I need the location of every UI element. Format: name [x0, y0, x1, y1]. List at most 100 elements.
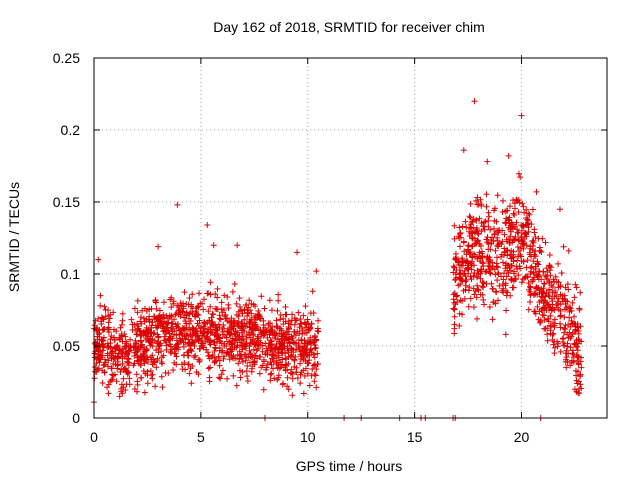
data-point [214, 285, 221, 292]
data-point [180, 325, 187, 332]
data-point [270, 359, 277, 366]
x-tick-label: 15 [407, 429, 423, 445]
data-point [191, 354, 198, 361]
data-point [230, 323, 237, 330]
data-point [219, 367, 226, 374]
data-point [196, 345, 203, 352]
data-point [224, 338, 231, 345]
data-point [301, 372, 308, 379]
data-point [110, 326, 117, 333]
data-point [105, 326, 112, 333]
data-point [215, 321, 222, 328]
data-point [228, 337, 235, 344]
data-point [311, 371, 318, 378]
data-point [239, 333, 246, 340]
data-point [298, 337, 305, 344]
data-point [186, 339, 193, 346]
data-point [274, 376, 281, 383]
data-point [205, 365, 212, 372]
data-point [267, 326, 274, 333]
data-point [311, 361, 318, 368]
data-point [257, 315, 264, 322]
data-point [142, 356, 149, 363]
data-point [285, 360, 292, 367]
data-point [95, 365, 102, 372]
data-point [275, 297, 282, 304]
data-point [185, 352, 192, 359]
data-point [132, 337, 139, 344]
x-tick-label: 10 [300, 429, 316, 445]
data-point [96, 354, 103, 361]
data-point [515, 170, 522, 177]
data-point [220, 355, 227, 362]
data-point [154, 357, 161, 364]
data-point [290, 346, 297, 353]
y-tick-label: 0.15 [53, 194, 80, 210]
data-point [213, 340, 220, 347]
data-point [294, 328, 301, 335]
data-point [133, 388, 140, 395]
data-point [239, 310, 246, 317]
data-point [200, 323, 207, 330]
data-point [211, 348, 218, 355]
data-point [186, 370, 193, 377]
data-point [149, 343, 156, 350]
data-point [148, 324, 155, 331]
data-point [206, 317, 213, 324]
data-point [112, 345, 119, 352]
data-point [176, 335, 183, 342]
data-point [206, 336, 213, 343]
data-point [246, 297, 253, 304]
data-point [289, 375, 296, 382]
data-point [299, 330, 306, 337]
data-point [302, 303, 309, 310]
data-point [302, 358, 309, 365]
data-point [315, 328, 322, 335]
data-point [146, 339, 153, 346]
data-point [260, 356, 267, 363]
data-point [300, 367, 307, 374]
data-point [148, 330, 155, 337]
y-tick-label: 0.2 [61, 122, 81, 138]
data-point [224, 375, 231, 382]
data-point [254, 333, 261, 340]
data-point [104, 340, 111, 347]
data-point [151, 329, 158, 336]
data-point [139, 341, 146, 348]
data-point [179, 332, 186, 339]
data-point [127, 343, 134, 350]
data-point [131, 305, 138, 312]
data-point [259, 348, 266, 355]
data-point [308, 340, 315, 347]
data-point [282, 303, 289, 310]
data-point [133, 371, 140, 378]
data-point [105, 390, 112, 397]
data-point [160, 352, 167, 359]
data-points [91, 55, 585, 421]
data-point [278, 327, 285, 334]
data-point [289, 392, 296, 399]
data-point [288, 366, 295, 373]
data-point [307, 325, 314, 332]
data-point [124, 368, 131, 375]
data-point [179, 366, 186, 373]
data-point [163, 339, 170, 346]
data-point [295, 309, 302, 316]
data-point [172, 311, 179, 318]
data-point [109, 348, 116, 355]
data-point [153, 299, 160, 306]
data-point [253, 339, 260, 346]
data-point [196, 358, 203, 365]
data-point [239, 342, 246, 349]
data-point [246, 321, 253, 328]
data-point [235, 360, 242, 367]
data-point [275, 372, 282, 379]
data-point [167, 296, 174, 303]
data-point [207, 364, 214, 371]
data-point [105, 357, 112, 364]
data-point [108, 377, 115, 384]
data-point [174, 320, 181, 327]
data-point [192, 308, 199, 315]
data-point [160, 299, 167, 306]
data-point [247, 350, 254, 357]
